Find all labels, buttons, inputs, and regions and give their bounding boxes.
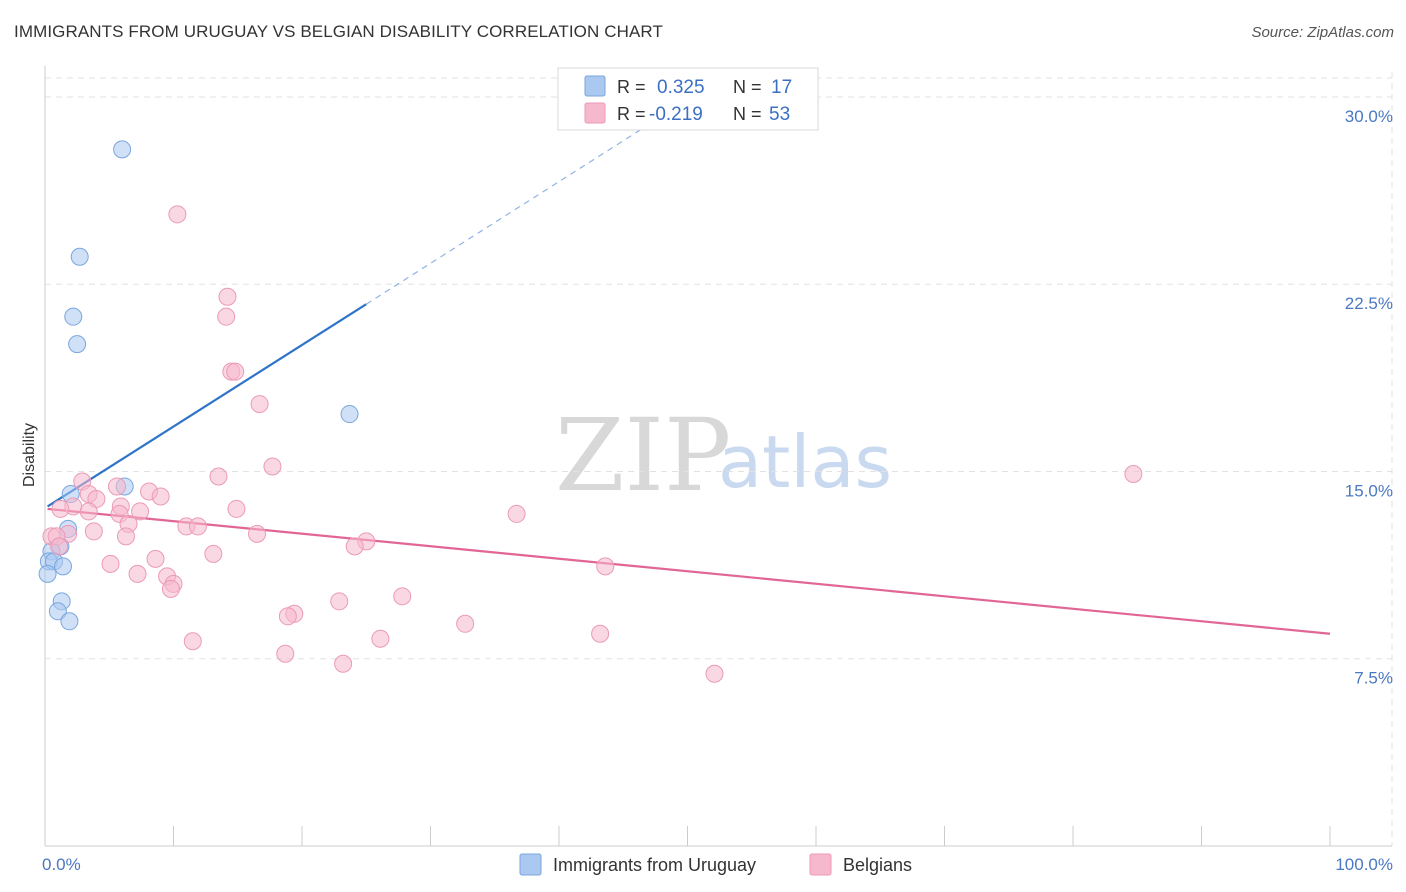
belgians-point — [183, 632, 202, 651]
belgians-point — [84, 522, 103, 541]
chart-title: IMMIGRANTS FROM URUGUAY VS BELGIAN DISAB… — [14, 22, 663, 41]
legend-n-label: N = — [733, 104, 762, 124]
belgians-point — [218, 287, 237, 306]
legend: R = 0.325 N = 17 R = -0.219 N = 53 — [557, 67, 819, 131]
uruguay-point — [70, 247, 89, 266]
belgians-point — [168, 205, 187, 224]
belgians-point — [227, 499, 246, 518]
belgians-point — [146, 549, 165, 568]
x-tick-labels: 0.0% 100.0% — [42, 855, 1393, 874]
legend-r-label: R = — [617, 104, 646, 124]
belgians-point — [51, 499, 70, 518]
belgians-point — [161, 579, 180, 598]
belgians-point — [217, 307, 236, 326]
bottom-legend-swatch-belgians — [809, 853, 832, 876]
bottom-legend-label-belgians: Belgians — [843, 855, 912, 875]
belgians-point — [705, 664, 724, 683]
watermark-atlas: atlas — [718, 420, 892, 504]
legend-n-label: N = — [733, 77, 762, 97]
belgians-point — [334, 654, 353, 673]
legend-r-value: 0.325 — [657, 77, 705, 98]
belgians-point — [116, 527, 135, 546]
legend-n-value: 17 — [771, 77, 792, 98]
belgians-point — [128, 564, 147, 583]
uruguay-point — [48, 602, 67, 621]
belgians-point — [188, 517, 207, 536]
y-tick-label: 30.0% — [1345, 107, 1393, 126]
uruguay-trend-extension — [365, 123, 650, 305]
source-label: Source: ZipAtlas.com — [1251, 24, 1394, 41]
watermark-zip: ZIP — [555, 397, 731, 514]
uruguay-point — [64, 307, 83, 326]
watermark: ZIP atlas — [555, 397, 892, 514]
legend-swatch-belgians — [584, 102, 606, 124]
belgians-point — [1124, 464, 1143, 483]
legend-n-value: 53 — [769, 104, 790, 125]
belgians-point — [393, 587, 412, 606]
belgians-point — [79, 502, 98, 521]
bottom-legend-item-belgians[interactable]: Belgians — [809, 853, 912, 876]
belgians-point — [456, 614, 475, 633]
belgians-point — [50, 537, 69, 556]
uruguay-point — [38, 564, 57, 583]
uruguay-point — [340, 405, 359, 424]
uruguay-point — [53, 557, 72, 576]
y-axis-title: Disability — [21, 423, 38, 487]
belgians-point — [276, 644, 295, 663]
belgians-point — [507, 504, 526, 523]
y-tick-labels: 7.5% 15.0% 22.5% 30.0% — [1345, 107, 1393, 688]
belgians-point — [204, 544, 223, 563]
belgians-point — [151, 487, 170, 506]
belgians-point — [101, 554, 120, 573]
belgians-trend-line — [47, 507, 1331, 635]
belgians-point — [250, 395, 269, 414]
x-tick-label: 100.0% — [1335, 855, 1393, 874]
uruguay-point — [113, 140, 132, 159]
legend-row-belgians: R = -0.219 N = 53 — [584, 102, 790, 125]
belgians-point — [345, 537, 364, 556]
data-points — [38, 140, 1143, 683]
bottom-legend-swatch-uruguay — [519, 853, 542, 876]
legend-r-value: -0.219 — [649, 104, 703, 125]
uruguay-trend-line — [46, 303, 367, 508]
belgians-point — [596, 557, 615, 576]
bottom-legend-label-uruguay: Immigrants from Uruguay — [553, 855, 756, 875]
y-tick-label: 7.5% — [1354, 669, 1393, 688]
legend-row-uruguay: R = 0.325 N = 17 — [584, 75, 792, 98]
legend-swatch-uruguay — [584, 75, 606, 97]
belgians-point — [278, 607, 297, 626]
y-tick-label: 22.5% — [1345, 294, 1393, 313]
belgians-point — [263, 457, 282, 476]
belgians-point — [591, 624, 610, 643]
x-tick-label: 0.0% — [42, 855, 81, 874]
belgians-point — [131, 502, 150, 521]
axes — [44, 66, 1392, 847]
uruguay-point — [60, 612, 79, 631]
belgians-point — [371, 629, 390, 648]
belgians-point — [107, 477, 126, 496]
belgians-point — [248, 524, 267, 543]
belgians-point — [209, 467, 228, 486]
uruguay-point — [68, 335, 87, 354]
legend-r-label: R = — [617, 77, 646, 97]
bottom-legend: Immigrants from Uruguay Belgians — [519, 853, 912, 876]
belgians-point — [226, 362, 245, 381]
belgians-point — [330, 592, 349, 611]
bottom-legend-item-uruguay[interactable]: Immigrants from Uruguay — [519, 853, 756, 876]
y-tick-label: 15.0% — [1345, 481, 1393, 500]
